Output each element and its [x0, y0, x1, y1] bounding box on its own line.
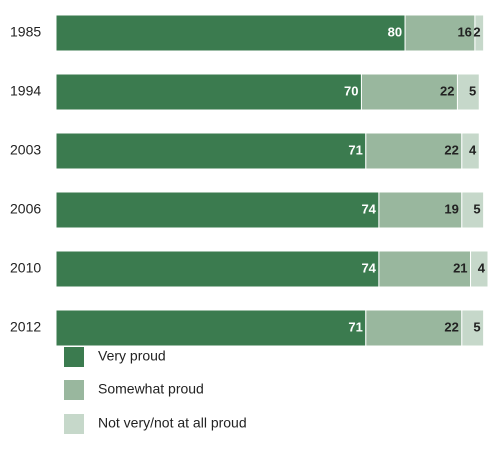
y-tick-label: 1985: [10, 24, 41, 40]
legend-label: Very proud: [98, 348, 166, 364]
bar-segment: [55, 73, 362, 111]
data-label: 19: [444, 201, 458, 216]
bar-segment: [55, 132, 367, 170]
data-label: 22: [440, 83, 454, 98]
data-label: 71: [348, 319, 362, 334]
data-label: 2: [473, 24, 480, 39]
bar-segment: [474, 14, 485, 52]
bar-segment: [461, 309, 485, 347]
data-label: 74: [361, 260, 376, 275]
y-tick-label: 2006: [10, 201, 41, 217]
bar-segment: [55, 14, 406, 52]
y-tick-label: 2010: [10, 260, 41, 276]
bar-segment: [55, 250, 380, 288]
data-label: 71: [348, 142, 362, 157]
data-label: 22: [444, 142, 458, 157]
data-label: 74: [361, 201, 376, 216]
data-label: 5: [473, 319, 480, 334]
data-label: 80: [388, 24, 402, 39]
data-label: 4: [469, 142, 477, 157]
data-label: 16: [457, 24, 471, 39]
y-tick-label: 2003: [10, 142, 41, 158]
legend-swatch: [64, 347, 84, 367]
bar-segment: [470, 250, 489, 288]
legend-swatch: [64, 380, 84, 400]
legend-label: Not very/not at all proud: [98, 415, 247, 431]
data-label: 70: [344, 83, 358, 98]
bar-segment: [461, 191, 485, 229]
bar-segment: [456, 73, 480, 111]
bar-segment: [461, 132, 480, 170]
bar-segment: [378, 191, 463, 229]
bar-segment: [55, 309, 367, 347]
data-label: 21: [453, 260, 467, 275]
bar-segment: [55, 191, 380, 229]
data-label: 5: [473, 201, 480, 216]
legend-swatch: [64, 414, 84, 434]
bar-segment: [365, 132, 463, 170]
data-label: 4: [478, 260, 486, 275]
data-label: 22: [444, 319, 458, 334]
bar-segment: [360, 73, 458, 111]
bar-segment: [378, 250, 472, 288]
y-tick-label: 2012: [10, 319, 41, 335]
legend-label: Somewhat proud: [98, 381, 204, 397]
data-label: 5: [469, 83, 476, 98]
y-tick-label: 1994: [10, 83, 41, 99]
bar-segment: [404, 14, 476, 52]
